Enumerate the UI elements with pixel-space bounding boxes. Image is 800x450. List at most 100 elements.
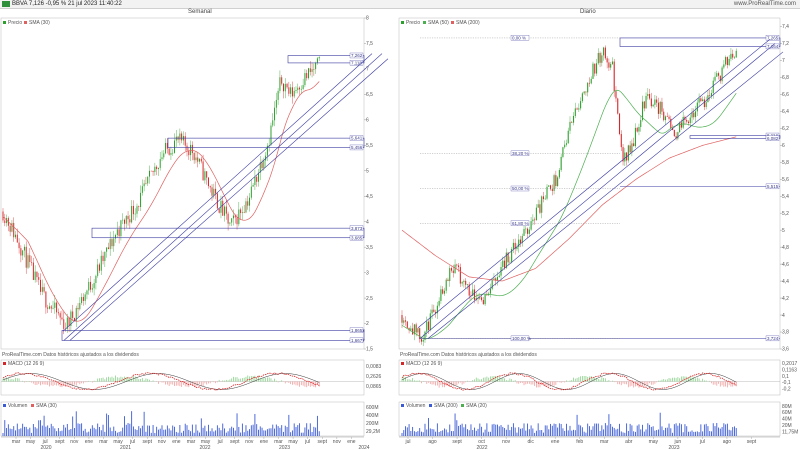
macd-histogram-bar [100,378,102,382]
weekly-candle [200,158,202,162]
weekly-candle [266,145,268,156]
volume-bar [703,424,705,436]
volume-bar [156,426,158,436]
volume-bar [428,417,429,436]
volume-bar [209,431,211,436]
weekly-candle [150,170,152,172]
volume-bar [689,431,691,436]
macd-histogram-bar [410,379,412,382]
macd-histogram-bar [458,381,459,384]
volume-bar [610,423,612,436]
daily-level-box [689,135,781,139]
daily-candle [622,147,624,162]
daily-candle [613,61,615,92]
fibonacci-level-tag [510,150,530,157]
macd-histogram-bar [59,381,61,387]
volume-bar [82,430,84,436]
volume-bar [38,420,40,436]
weekly-candle [104,251,106,262]
macd-histogram-bar [527,381,528,384]
volume-sma-legend-swatch [31,404,34,407]
volume-bar [220,430,222,436]
volume-bar [659,412,661,436]
macd-histogram-bar [658,380,659,382]
brand-link[interactable]: www.ProRealTime.com [733,1,796,7]
macd-histogram-bar [636,381,638,387]
macd-histogram-bar [585,375,587,382]
macd-histogram-bar [259,378,261,382]
daily-candle [675,136,677,139]
volume-bar [627,430,629,436]
macd-histogram-bar [514,380,516,382]
volume-bar [268,428,270,436]
macd-histogram-bar [686,376,688,382]
macd-histogram-bar [413,380,415,382]
macd-histogram-bar [449,381,451,387]
weekly-candle [29,255,31,262]
volume-bar [696,431,698,436]
daily-candle [519,239,522,244]
volume-bar [72,416,74,436]
volume-bar [50,423,52,436]
weekly-candle [11,222,13,232]
macd-histogram-bar [195,381,197,387]
macd-histogram-bar [165,381,166,385]
volume-bar [200,418,202,436]
weekly-candle [102,255,104,262]
volume-bar [544,425,546,436]
macd-histogram-bar [61,381,63,388]
weekly-candle [134,213,136,215]
volume-bar [295,426,297,436]
price-tick-label: 7 [782,58,785,64]
macd-histogram-bar [592,377,594,382]
macd-histogram-bar [558,381,560,383]
weekly-level-box [287,55,365,64]
daily-candle [454,264,456,273]
macd-histogram-bar [709,380,711,382]
price-tick-label: 6,4 [782,109,789,115]
macd-histogram-bar [516,381,518,384]
weekly-candle [152,170,154,173]
volume-bar [597,423,599,436]
daily-candle [486,294,488,296]
volume-bar [666,427,668,436]
volume-bar [620,431,622,436]
macd-histogram-bar [179,381,181,387]
macd-histogram-bar [74,381,75,385]
weekly-candle [186,145,188,151]
volume-bar [472,430,474,436]
macd-pane-frame [0,359,365,396]
macd-histogram-bar [75,381,77,386]
weekly-candle [123,219,125,224]
macd-histogram-bar [723,381,725,387]
weekly-candle [100,255,102,271]
weekly-candle [132,205,134,215]
weekly-candle [116,229,118,236]
macd-histogram-bar [41,381,43,385]
x-month-label: may [26,439,36,445]
macd-histogram-bar [629,381,631,387]
macd-histogram-bar [682,376,684,382]
macd-histogram-bar [700,380,702,382]
sma-legend-label: SMA (30) [29,20,50,26]
weekly-candle [88,281,90,291]
daily-candle [601,55,603,63]
daily-level-label: 7,265 [767,36,779,41]
weekly-candle [306,73,308,79]
volume-bar [283,431,284,436]
volume-bar [211,428,213,436]
macd-tick-label: 0,2017 [782,361,798,367]
volume-bar [516,432,518,436]
daily-candle [633,143,635,147]
weekly-candle [259,162,261,173]
volume-bar [204,425,206,436]
x-month-label: abr [625,439,633,445]
weekly-candle [193,153,195,161]
macd-histogram-bar [213,381,215,383]
macd-histogram-bar [174,381,175,387]
macd-histogram-bar [712,381,714,385]
daily-candle [427,321,430,331]
macd-histogram-bar [297,381,299,386]
weekly-level-tag [349,135,364,141]
